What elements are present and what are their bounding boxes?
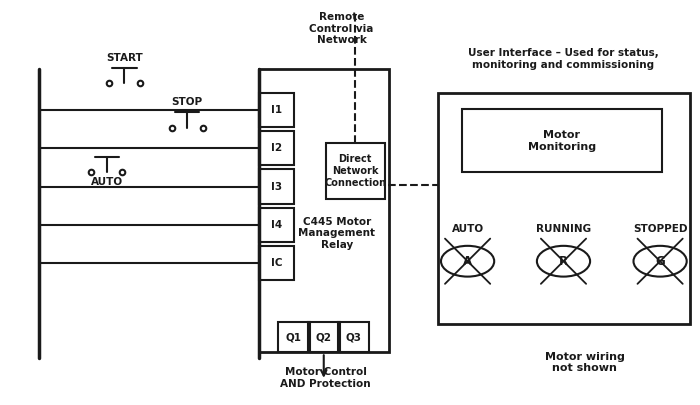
Bar (308, 322, 340, 352)
Bar (259, 69, 388, 352)
Bar (259, 246, 294, 280)
Text: I2: I2 (271, 143, 282, 153)
Text: Motor Control
AND Protection: Motor Control AND Protection (280, 367, 371, 389)
Bar (259, 93, 294, 127)
Text: Q2: Q2 (316, 332, 332, 342)
Bar (438, 93, 690, 324)
Text: I1: I1 (271, 105, 282, 115)
Bar (338, 322, 370, 352)
Bar (259, 131, 294, 165)
Text: A: A (463, 255, 473, 268)
Text: R: R (559, 255, 568, 268)
Bar (462, 109, 662, 172)
Bar (278, 322, 309, 352)
Text: RUNNING: RUNNING (536, 224, 591, 234)
Text: STOP: STOP (172, 97, 203, 107)
Bar (259, 207, 294, 242)
Text: START: START (106, 53, 143, 63)
Text: Remote
Control via
Network: Remote Control via Network (309, 12, 374, 45)
Text: STOPPED: STOPPED (633, 224, 687, 234)
Text: Q1: Q1 (286, 332, 302, 342)
Text: Motor wiring
not shown: Motor wiring not shown (545, 352, 624, 373)
Text: Direct
Network
Connection: Direct Network Connection (324, 154, 386, 188)
Text: IC: IC (271, 258, 282, 268)
Bar (326, 143, 385, 199)
Text: User Interface – Used for status,
monitoring and commissioning: User Interface – Used for status, monito… (468, 48, 659, 70)
Text: I3: I3 (271, 181, 282, 192)
Text: C445 Motor
Management
Relay: C445 Motor Management Relay (298, 217, 375, 250)
Text: G: G (655, 255, 665, 268)
Text: I4: I4 (271, 220, 282, 230)
Text: Q3: Q3 (346, 332, 361, 342)
Bar (259, 169, 294, 204)
Text: AUTO: AUTO (91, 177, 122, 187)
Text: AUTO: AUTO (452, 224, 484, 234)
Text: Motor
Monitoring: Motor Monitoring (528, 130, 596, 151)
